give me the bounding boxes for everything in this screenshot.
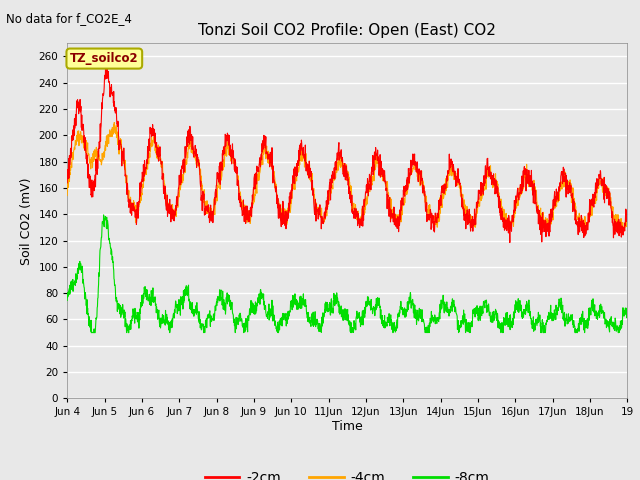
Text: TZ_soilco2: TZ_soilco2	[70, 52, 139, 65]
Legend: -2cm, -4cm, -8cm: -2cm, -4cm, -8cm	[199, 466, 495, 480]
Title: Tonzi Soil CO2 Profile: Open (East) CO2: Tonzi Soil CO2 Profile: Open (East) CO2	[198, 23, 496, 38]
X-axis label: Time: Time	[332, 420, 363, 433]
Text: No data for f_CO2E_4: No data for f_CO2E_4	[6, 12, 132, 25]
Y-axis label: Soil CO2 (mV): Soil CO2 (mV)	[20, 177, 33, 264]
